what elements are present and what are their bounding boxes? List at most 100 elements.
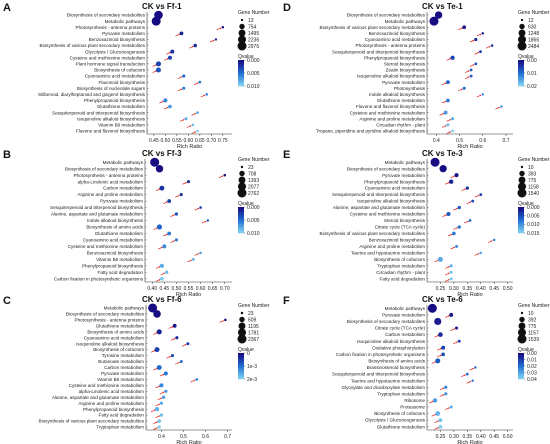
marker-arrowhead [178, 361, 180, 364]
panel-letter: B [3, 149, 11, 161]
size-legend-label: 1195 [248, 324, 259, 330]
size-legend-label: 1495 [248, 31, 259, 37]
color-legend-swatch [238, 221, 244, 225]
size-legend-title: Gene Number [238, 157, 270, 163]
data-point [164, 389, 168, 393]
x-tick-label: 0.65 [208, 286, 218, 292]
size-legend-label: 2976 [248, 44, 259, 50]
pathway-label: Glycolysis / Gluconeogenesis [365, 418, 426, 423]
size-legend-dot [518, 322, 526, 330]
marker-arrowhead [189, 125, 192, 127]
pathway-label: Pyruvate metabolism [382, 173, 425, 178]
marker-arrowhead [180, 88, 183, 91]
data-point [170, 353, 175, 358]
data-point [451, 129, 454, 133]
panel-letter: A [3, 2, 11, 14]
marker-arrowhead [197, 253, 200, 255]
x-tick-label: 0.50 [172, 286, 182, 292]
color-legend-swatch [518, 60, 524, 63]
pathway-label: Glutathione metabolism [377, 98, 425, 103]
data-point [155, 164, 164, 173]
data-point [179, 193, 183, 197]
marker-arrowhead [158, 403, 161, 406]
color-legend-swatch [518, 61, 524, 65]
pathway-label: Isoquinoline alkaloid biosynthesis [357, 74, 426, 79]
color-legend-label: 0.00 [527, 58, 537, 64]
data-point [490, 44, 494, 47]
panel-title: CK vs Ff-1 [142, 2, 182, 11]
color-legend-swatch [238, 220, 244, 223]
pathway-label: Cysteine and methionine metabolism [70, 55, 145, 60]
panel-f: F CK vs Te-6 0.25 0.30 0.35 0.40 0.45 0.50 Rich … [283, 295, 550, 444]
marker-arrowhead [479, 33, 482, 36]
x-tick-label: 0.70 [220, 286, 230, 292]
size-legend-label: 10 [528, 165, 534, 171]
size-legend-title: Gene Number [518, 10, 550, 16]
data-point [444, 385, 448, 389]
pathway-label: Biosynthesis of secondary metabolites [67, 13, 146, 18]
size-legend-dot [519, 316, 525, 323]
color-legend-label: 0.000 [247, 58, 260, 64]
pathway-label: Pyruvate metabolism [382, 312, 425, 317]
pathway-label: Ribosome [404, 398, 425, 403]
data-point [196, 129, 199, 133]
color-legend-swatch [238, 358, 244, 361]
data-point [157, 425, 161, 429]
pathway-label: Photosynthesis - antenna proteins [356, 43, 426, 48]
x-axis-title: Rich Ratio [457, 440, 482, 444]
color-legend-swatch [238, 67, 244, 70]
color-legend-swatch [518, 212, 524, 215]
color-legend-swatch [238, 78, 244, 81]
color-legend-label: 1e-3 [247, 364, 257, 370]
data-point [444, 392, 448, 396]
color-legend-swatch [238, 84, 244, 87]
size-legend-label: 12 [528, 18, 534, 24]
pathway-label: Cysteine and methionine metabolism [68, 244, 143, 249]
color-legend-swatch [238, 69, 244, 72]
data-point [457, 225, 461, 229]
color-legend-label: 0.010 [247, 84, 260, 90]
marker-arrowhead [196, 82, 199, 85]
marker-arrowhead [162, 373, 165, 376]
data-point [434, 317, 442, 326]
panel-e: E CK vs Te-3 0.25 0.30 0.35 0.40 0.45 0.50 Rich … [283, 149, 550, 298]
x-tick-label: 0.50 [503, 434, 513, 440]
data-point [469, 68, 473, 72]
color-legend-swatch [518, 356, 524, 359]
color-legend-swatch [518, 371, 524, 374]
pathway-label: Tropane, piperidine and pyridine alkaloi… [316, 129, 426, 134]
color-legend-swatch [238, 367, 244, 371]
pathway-label: Photosynthesis - antenna proteins [75, 317, 145, 322]
data-point [474, 37, 478, 42]
color-legend-swatch [518, 369, 524, 372]
pathway-label: Biosynthesis of various plant secondary … [320, 231, 426, 236]
data-point [162, 395, 166, 399]
data-point [160, 276, 164, 281]
data-point [193, 43, 198, 48]
pathway-label: Benzoxazinoid biosynthesis [369, 31, 426, 36]
data-point [449, 312, 454, 317]
pathway-label: Benzoxazinoid biosynthesis [369, 238, 426, 243]
color-legend-swatch [518, 76, 524, 79]
marker-arrowhead [184, 344, 187, 346]
marker-arrowhead [477, 52, 480, 54]
color-legend-title: Qvalue [518, 54, 534, 60]
x-tick-label: 0.7 [503, 138, 510, 144]
data-point [168, 55, 172, 60]
x-tick-label: 0.40 [147, 286, 157, 292]
data-point [205, 93, 209, 96]
x-tick-label: 0.4 [158, 434, 165, 440]
data-point [174, 212, 179, 216]
size-legend-dot [239, 170, 245, 177]
data-point [457, 339, 461, 343]
color-legend-swatch [238, 353, 244, 356]
pathway-label: Biosynthesis of secondary metabolites [347, 319, 426, 324]
marker-arrowhead [197, 207, 200, 210]
color-legend-swatch [238, 366, 244, 369]
x-tick-label: 0.25 [436, 434, 446, 440]
pathway-label: Biosynthesis of cofactors [94, 68, 146, 73]
data-point [438, 424, 443, 429]
color-legend-title: Qvalue [238, 54, 254, 60]
x-tick-label: 0.50 [503, 286, 513, 292]
size-legend-label: 2367 [248, 337, 259, 343]
